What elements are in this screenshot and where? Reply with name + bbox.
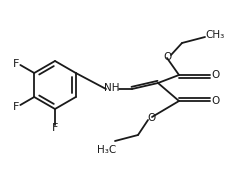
Text: F: F xyxy=(12,59,19,69)
Text: O: O xyxy=(211,96,219,106)
Text: CH₃: CH₃ xyxy=(205,30,225,40)
Text: F: F xyxy=(12,101,19,112)
Text: NH: NH xyxy=(104,83,120,93)
Text: O: O xyxy=(211,70,219,80)
Text: H₃C: H₃C xyxy=(97,145,117,155)
Text: O: O xyxy=(163,52,171,62)
Text: F: F xyxy=(52,123,58,133)
Text: O: O xyxy=(148,113,156,123)
